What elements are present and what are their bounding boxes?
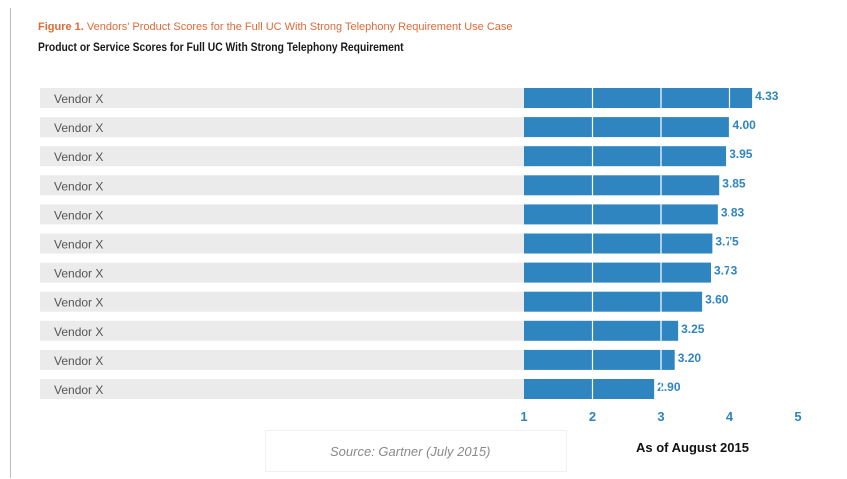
value-label: 3.83 (721, 205, 745, 219)
row-band (40, 175, 524, 196)
bar (524, 262, 712, 283)
row-band (40, 379, 524, 399)
x-tick-label: 2 (589, 409, 596, 424)
category-label: Vendor X (54, 208, 103, 222)
chart-title: Product or Service Scores for Full UC Wi… (38, 40, 404, 54)
row-band (40, 204, 524, 225)
category-label: Vendor X (54, 150, 103, 164)
category-label: Vendor X (54, 325, 103, 339)
row-band (40, 88, 524, 108)
bar-chart: Vendor X 4.33 Vendor X 4.00 Vendor X 3.95 Vend… (40, 88, 802, 424)
figure-caption: Figure 1. Vendors' Product Scores for th… (38, 21, 513, 33)
bar (524, 349, 675, 370)
row-band (40, 117, 524, 138)
left-border-rule (10, 8, 11, 478)
value-label: 2.90 (657, 380, 681, 394)
value-label: 4.00 (733, 118, 757, 132)
value-label: 4.33 (755, 89, 779, 103)
as-of-date-note: As of August 2015 (636, 440, 749, 455)
value-label: 3.85 (722, 176, 746, 190)
x-tick-label: 5 (794, 409, 801, 424)
bar (524, 88, 753, 108)
category-label: Vendor X (54, 121, 103, 135)
category-label: Vendor X (54, 354, 103, 368)
row-band (40, 146, 524, 167)
x-tick-label: 1 (520, 409, 527, 424)
source-note: Source: Gartner (July 2015) (330, 444, 491, 459)
x-tick-label: 4 (726, 409, 734, 424)
category-label: Vendor X (54, 238, 103, 252)
category-label: Vendor X (54, 267, 103, 281)
source-box (265, 430, 567, 472)
value-label: 3.25 (681, 322, 705, 336)
row-band (40, 291, 524, 312)
value-label: 3.75 (715, 235, 739, 249)
row-band (40, 262, 524, 283)
bar (524, 175, 720, 196)
category-label: Vendor X (54, 383, 103, 397)
category-label: Vendor X (54, 179, 103, 193)
value-label: 3.60 (705, 293, 729, 307)
row-band (40, 349, 524, 370)
figure-label: Figure 1. (38, 21, 84, 33)
bar (524, 146, 727, 167)
row-band (40, 320, 524, 341)
bar (524, 320, 679, 341)
bar (524, 291, 703, 312)
bar (524, 204, 718, 225)
value-label: 3.20 (678, 351, 702, 365)
category-label: Vendor X (54, 92, 103, 106)
row-band (40, 233, 524, 254)
x-tick-label: 3 (657, 409, 664, 424)
bar (524, 379, 655, 399)
figure-caption-text: Vendors' Product Scores for the Full UC … (86, 21, 513, 33)
category-label: Vendor X (54, 296, 103, 310)
value-label: 3.95 (729, 147, 753, 161)
value-label: 3.73 (714, 264, 738, 278)
bar (524, 233, 713, 254)
bar (524, 117, 730, 138)
